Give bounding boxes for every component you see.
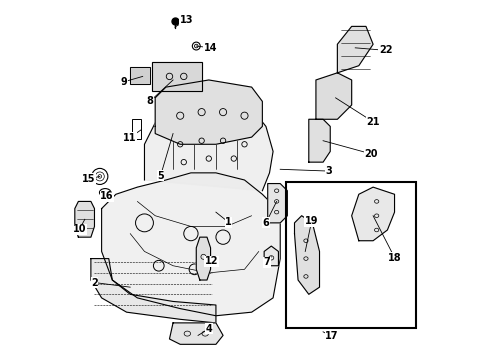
Text: 8: 8 bbox=[146, 96, 153, 107]
Polygon shape bbox=[351, 187, 394, 241]
Text: 13: 13 bbox=[180, 15, 193, 25]
Polygon shape bbox=[267, 184, 287, 223]
Polygon shape bbox=[75, 202, 94, 237]
Text: 22: 22 bbox=[378, 45, 391, 55]
Polygon shape bbox=[144, 102, 272, 191]
Text: 4: 4 bbox=[205, 324, 212, 334]
Polygon shape bbox=[102, 173, 280, 316]
Text: 12: 12 bbox=[204, 256, 218, 266]
Text: 10: 10 bbox=[73, 224, 86, 234]
Polygon shape bbox=[91, 258, 216, 323]
Text: 11: 11 bbox=[122, 133, 136, 143]
Text: 2: 2 bbox=[91, 278, 98, 288]
Text: 21: 21 bbox=[366, 117, 379, 127]
Text: 18: 18 bbox=[387, 252, 401, 262]
Bar bbox=[285, 182, 415, 328]
Text: 1: 1 bbox=[224, 217, 231, 227]
Polygon shape bbox=[337, 26, 372, 73]
Polygon shape bbox=[308, 119, 329, 162]
Polygon shape bbox=[264, 246, 278, 266]
Text: 16: 16 bbox=[100, 191, 114, 201]
Bar bbox=[151, 62, 201, 91]
Text: 14: 14 bbox=[203, 43, 217, 53]
Text: 20: 20 bbox=[364, 149, 377, 159]
Polygon shape bbox=[151, 62, 201, 91]
Text: 7: 7 bbox=[263, 257, 269, 267]
Text: 6: 6 bbox=[262, 218, 269, 228]
Text: 9: 9 bbox=[121, 77, 127, 87]
Polygon shape bbox=[294, 216, 319, 294]
Polygon shape bbox=[315, 73, 351, 119]
Text: 19: 19 bbox=[305, 216, 318, 226]
Polygon shape bbox=[196, 237, 210, 280]
Bar bbox=[130, 67, 149, 84]
Text: 5: 5 bbox=[157, 171, 163, 181]
Bar bbox=[132, 119, 141, 139]
Polygon shape bbox=[130, 67, 149, 84]
Polygon shape bbox=[155, 80, 262, 144]
Polygon shape bbox=[169, 323, 223, 344]
Text: 3: 3 bbox=[325, 166, 331, 176]
Text: 15: 15 bbox=[82, 174, 96, 184]
Text: 17: 17 bbox=[325, 332, 338, 342]
